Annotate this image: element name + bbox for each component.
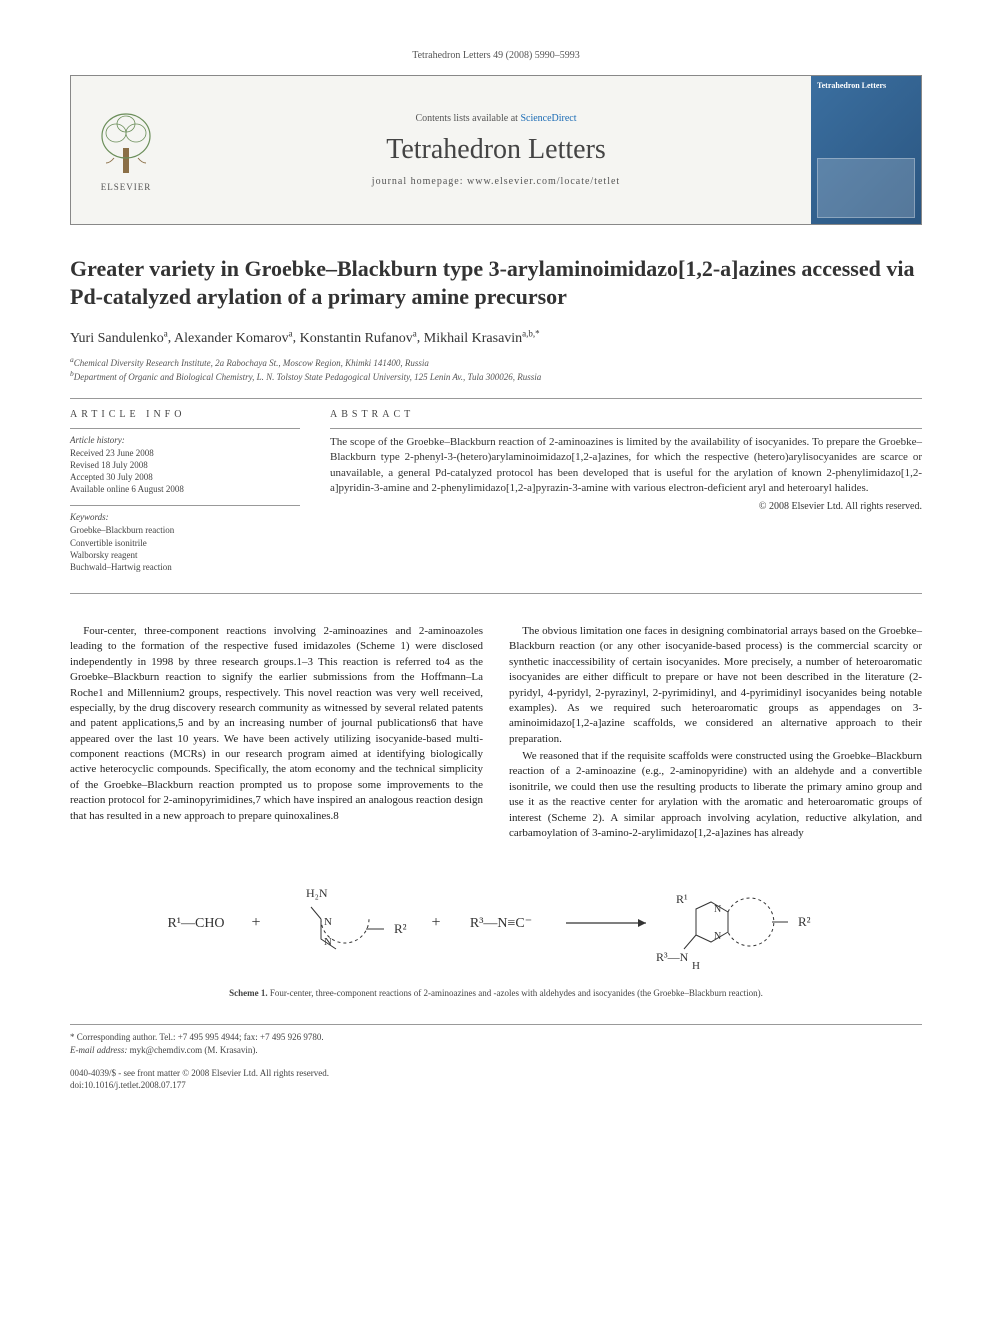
email-line: E-mail address: myk@chemdiv.com (M. Kras… bbox=[70, 1044, 922, 1057]
publisher-logo-block: ELSEVIER bbox=[71, 76, 181, 224]
info-abstract-row: ARTICLE INFO Article history: Received 2… bbox=[70, 409, 922, 583]
body-two-column: Four-center, three-component reactions i… bbox=[70, 624, 922, 843]
journal-name: Tetrahedron Letters bbox=[386, 134, 606, 166]
reagent-isocyanide: R³—N≡C⁻ bbox=[470, 916, 532, 931]
history-label: Article history: bbox=[70, 435, 300, 445]
sciencedirect-link[interactable]: ScienceDirect bbox=[520, 113, 576, 124]
author-list: Yuri Sandulenkoa, Alexander Komarova, Ko… bbox=[70, 328, 922, 347]
publisher-name: ELSEVIER bbox=[101, 182, 152, 192]
svg-text:N: N bbox=[714, 931, 721, 942]
elsevier-tree-icon bbox=[96, 108, 156, 178]
history-item: Revised 18 July 2008 bbox=[70, 459, 300, 471]
abstract-heading: ABSTRACT bbox=[330, 409, 922, 420]
svg-text:R²: R² bbox=[394, 921, 407, 936]
doi-line: doi:10.1016/j.tetlet.2008.07.177 bbox=[70, 1079, 922, 1092]
article-title: Greater variety in Groebke–Blackburn typ… bbox=[70, 255, 922, 310]
svg-text:N: N bbox=[324, 936, 332, 948]
body-paragraph: The obvious limitation one faces in desi… bbox=[509, 624, 922, 747]
citation-line: Tetrahedron Letters 49 (2008) 5990–5993 bbox=[70, 50, 922, 61]
abstract-column: ABSTRACT The scope of the Groebke–Blackb… bbox=[330, 409, 922, 583]
arrowhead-icon bbox=[638, 919, 646, 927]
homepage-label: journal homepage: bbox=[372, 176, 467, 187]
svg-text:N: N bbox=[324, 916, 332, 928]
plus-icon: + bbox=[431, 914, 440, 931]
homepage-line: journal homepage: www.elsevier.com/locat… bbox=[372, 176, 620, 187]
keyword: Convertible isonitrile bbox=[70, 537, 300, 549]
history-item: Accepted 30 July 2008 bbox=[70, 471, 300, 483]
article-history-block: Article history: Received 23 June 2008 R… bbox=[70, 428, 300, 496]
article-info-heading: ARTICLE INFO bbox=[70, 409, 300, 420]
author: Mikhail Krasavina,b,* bbox=[424, 331, 540, 346]
author: Konstantin Rufanova bbox=[300, 331, 417, 346]
author: Alexander Komarova bbox=[174, 331, 293, 346]
homepage-url[interactable]: www.elsevier.com/locate/tetlet bbox=[467, 176, 620, 187]
keyword: Walborsky reagent bbox=[70, 549, 300, 561]
product-imidazoazine: R¹ N N R² R³—N H bbox=[656, 892, 811, 972]
body-column-left: Four-center, three-component reactions i… bbox=[70, 624, 483, 843]
plus-icon: + bbox=[251, 914, 260, 931]
author: Yuri Sandulenkoa bbox=[70, 331, 168, 346]
history-item: Available online 6 August 2008 bbox=[70, 483, 300, 495]
issn-line: 0040-4039/$ - see front matter © 2008 El… bbox=[70, 1067, 922, 1080]
footer-block: * Corresponding author. Tel.: +7 495 995… bbox=[70, 1024, 922, 1091]
affiliations: aChemical Diversity Research Institute, … bbox=[70, 355, 922, 384]
svg-text:R²: R² bbox=[798, 914, 811, 929]
reaction-scheme-svg: R¹—CHO + H₂N N N R² + R³—N≡C⁻ R¹ N N bbox=[136, 867, 856, 977]
keyword: Buchwald–Hartwig reaction bbox=[70, 561, 300, 573]
reagent-aminoazine: H₂N N N R² bbox=[306, 886, 407, 949]
keyword: Groebke–Blackburn reaction bbox=[70, 524, 300, 536]
contents-available-line: Contents lists available at ScienceDirec… bbox=[415, 113, 576, 124]
contents-prefix: Contents lists available at bbox=[415, 113, 520, 124]
divider bbox=[70, 398, 922, 399]
keywords-label: Keywords: bbox=[70, 512, 300, 522]
cover-title: Tetrahedron Letters bbox=[817, 82, 915, 91]
reagent-aldehyde: R¹—CHO bbox=[167, 916, 224, 931]
journal-cover-thumb: Tetrahedron Letters bbox=[811, 76, 921, 224]
email-link[interactable]: myk@chemdiv.com bbox=[130, 1045, 202, 1055]
abstract-copyright: © 2008 Elsevier Ltd. All rights reserved… bbox=[330, 500, 922, 514]
divider bbox=[70, 593, 922, 594]
body-paragraph: We reasoned that if the requisite scaffo… bbox=[509, 749, 922, 841]
keywords-block: Keywords: Groebke–Blackburn reaction Con… bbox=[70, 505, 300, 573]
history-item: Received 23 June 2008 bbox=[70, 447, 300, 459]
svg-text:H: H bbox=[692, 960, 700, 972]
svg-text:R³—N: R³—N bbox=[656, 950, 689, 964]
article-info-column: ARTICLE INFO Article history: Received 2… bbox=[70, 409, 300, 583]
scheme-caption: Scheme 1. Four-center, three-component r… bbox=[70, 988, 922, 998]
svg-text:R¹: R¹ bbox=[676, 892, 688, 906]
scheme-1-figure: R¹—CHO + H₂N N N R² + R³—N≡C⁻ R¹ N N bbox=[70, 867, 922, 998]
abstract-text: The scope of the Groebke–Blackburn react… bbox=[330, 428, 922, 515]
svg-text:N: N bbox=[714, 904, 721, 915]
svg-text:H₂N: H₂N bbox=[306, 886, 328, 900]
issn-doi-block: 0040-4039/$ - see front matter © 2008 El… bbox=[70, 1067, 922, 1092]
cover-image-placeholder bbox=[817, 158, 915, 218]
journal-banner: ELSEVIER Contents lists available at Sci… bbox=[70, 75, 922, 225]
affiliation: bDepartment of Organic and Biological Ch… bbox=[70, 369, 922, 384]
scheme-label: Scheme 1. bbox=[229, 988, 268, 998]
body-paragraph: Four-center, three-component reactions i… bbox=[70, 624, 483, 824]
affiliation: aChemical Diversity Research Institute, … bbox=[70, 355, 922, 370]
banner-center: Contents lists available at ScienceDirec… bbox=[181, 76, 811, 224]
corresponding-author: * Corresponding author. Tel.: +7 495 995… bbox=[70, 1031, 922, 1044]
body-column-right: The obvious limitation one faces in desi… bbox=[509, 624, 922, 843]
